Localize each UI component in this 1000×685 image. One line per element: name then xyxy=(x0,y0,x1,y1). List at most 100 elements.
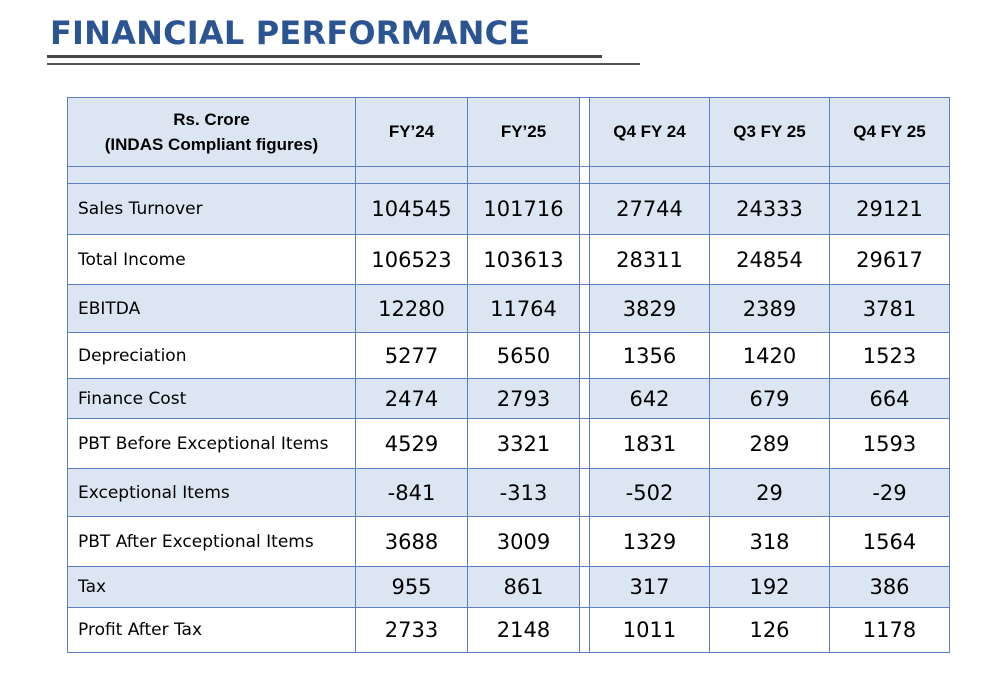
header-spacer-row xyxy=(67,166,950,184)
row-value: 861 xyxy=(467,566,580,608)
row-value: 2793 xyxy=(467,378,580,419)
row-value: 4529 xyxy=(355,418,468,469)
row-value: 29 xyxy=(709,468,830,517)
row-value: 955 xyxy=(355,566,468,608)
row-value: 1593 xyxy=(829,418,950,469)
column-gap xyxy=(579,183,590,235)
title-underline-thick xyxy=(47,55,602,58)
table-row: Exceptional Items -841 -313 -502 29 -29 xyxy=(67,468,950,517)
row-value: 2733 xyxy=(355,607,468,653)
table-row: Sales Turnover 104545 101716 27744 24333… xyxy=(67,183,950,235)
row-value: -313 xyxy=(467,468,580,517)
row-value: 24854 xyxy=(709,234,830,285)
row-value: 1523 xyxy=(829,332,950,379)
row-value: 29121 xyxy=(829,183,950,235)
row-label: Sales Turnover xyxy=(67,183,356,235)
row-label: Profit After Tax xyxy=(67,607,356,653)
spacer-cell xyxy=(829,166,950,184)
row-value: 386 xyxy=(829,566,950,608)
header-label-cell: Rs. Crore (INDAS Compliant figures) xyxy=(67,97,356,167)
row-value: 24333 xyxy=(709,183,830,235)
column-gap xyxy=(579,284,590,333)
row-value: 11764 xyxy=(467,284,580,333)
row-label: PBT After Exceptional Items xyxy=(67,516,356,567)
column-gap xyxy=(579,418,590,469)
row-label: Exceptional Items xyxy=(67,468,356,517)
spacer-cell xyxy=(589,166,710,184)
table-row: Depreciation 5277 5650 1356 1420 1523 xyxy=(67,332,950,379)
column-gap xyxy=(579,166,590,184)
row-value: 3829 xyxy=(589,284,710,333)
row-value: 1178 xyxy=(829,607,950,653)
row-label: Depreciation xyxy=(67,332,356,379)
header-compliance-label: (INDAS Compliant figures) xyxy=(104,135,319,154)
spacer-cell xyxy=(709,166,830,184)
row-value: 104545 xyxy=(355,183,468,235)
column-header: FY’24 xyxy=(355,97,468,167)
row-value: 289 xyxy=(709,418,830,469)
row-value: 126 xyxy=(709,607,830,653)
financial-table: Rs. Crore (INDAS Compliant figures) FY’2… xyxy=(67,97,950,653)
column-gap xyxy=(579,607,590,653)
row-value: 5277 xyxy=(355,332,468,379)
row-value: 664 xyxy=(829,378,950,419)
row-value: 5650 xyxy=(467,332,580,379)
table-row: PBT After Exceptional Items 3688 3009 13… xyxy=(67,516,950,567)
row-value: 2389 xyxy=(709,284,830,333)
row-label: Total Income xyxy=(67,234,356,285)
table-row: PBT Before Exceptional Items 4529 3321 1… xyxy=(67,418,950,469)
column-header: Q3 FY 25 xyxy=(709,97,830,167)
spacer-cell xyxy=(67,166,356,184)
column-gap xyxy=(579,378,590,419)
row-value: 1011 xyxy=(589,607,710,653)
column-gap xyxy=(579,97,590,167)
header-unit-label: Rs. Crore xyxy=(173,110,250,129)
column-gap xyxy=(579,332,590,379)
row-value: 2148 xyxy=(467,607,580,653)
row-value: 317 xyxy=(589,566,710,608)
column-header: FY’25 xyxy=(467,97,580,167)
row-value: 1329 xyxy=(589,516,710,567)
row-value: 101716 xyxy=(467,183,580,235)
row-value: 29617 xyxy=(829,234,950,285)
spacer-cell xyxy=(467,166,580,184)
row-value: 3688 xyxy=(355,516,468,567)
row-value: 3321 xyxy=(467,418,580,469)
row-value: 1831 xyxy=(589,418,710,469)
row-value: 192 xyxy=(709,566,830,608)
row-value: 679 xyxy=(709,378,830,419)
row-value: 318 xyxy=(709,516,830,567)
table-row: Profit After Tax 2733 2148 1011 126 1178 xyxy=(67,607,950,653)
page-title: FINANCIAL PERFORMANCE xyxy=(50,14,531,52)
spacer-cell xyxy=(355,166,468,184)
row-value: -841 xyxy=(355,468,468,517)
title-underline-thin xyxy=(47,63,640,65)
table-row: EBITDA 12280 11764 3829 2389 3781 xyxy=(67,284,950,333)
row-label: EBITDA xyxy=(67,284,356,333)
row-value: 12280 xyxy=(355,284,468,333)
column-header: Q4 FY 25 xyxy=(829,97,950,167)
column-gap xyxy=(579,234,590,285)
row-value: 2474 xyxy=(355,378,468,419)
row-value: 642 xyxy=(589,378,710,419)
column-gap xyxy=(579,516,590,567)
row-value: 1356 xyxy=(589,332,710,379)
row-label: Finance Cost xyxy=(67,378,356,419)
column-gap xyxy=(579,566,590,608)
table-header-row: Rs. Crore (INDAS Compliant figures) FY’2… xyxy=(67,97,950,167)
row-value: 1420 xyxy=(709,332,830,379)
row-value: 28311 xyxy=(589,234,710,285)
row-value: -502 xyxy=(589,468,710,517)
table-row: Finance Cost 2474 2793 642 679 664 xyxy=(67,378,950,419)
row-label: Tax xyxy=(67,566,356,608)
row-value: 3009 xyxy=(467,516,580,567)
column-gap xyxy=(579,468,590,517)
table-row: Total Income 106523 103613 28311 24854 2… xyxy=(67,234,950,285)
row-value: 1564 xyxy=(829,516,950,567)
row-value: 103613 xyxy=(467,234,580,285)
table-row: Tax 955 861 317 192 386 xyxy=(67,566,950,608)
row-value: 106523 xyxy=(355,234,468,285)
row-value: -29 xyxy=(829,468,950,517)
column-header: Q4 FY 24 xyxy=(589,97,710,167)
